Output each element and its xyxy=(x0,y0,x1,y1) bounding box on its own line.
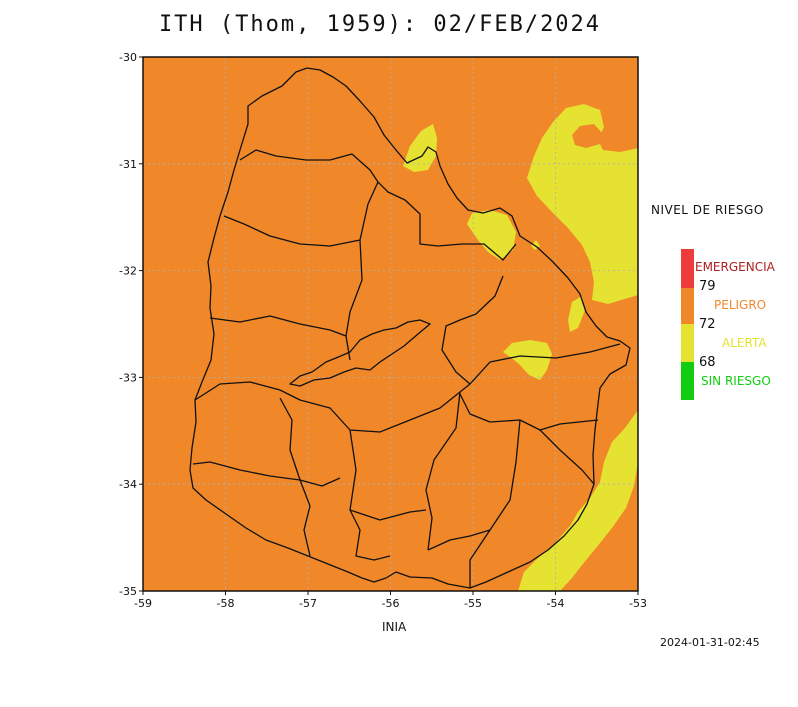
legend-label-sin-riesgo: SIN RIESGO xyxy=(701,374,771,388)
legend-swatch-peligro xyxy=(681,288,694,324)
dept-line xyxy=(469,343,621,385)
x-tick-label: -54 xyxy=(547,597,565,610)
legend-swatch-emergencia xyxy=(681,249,694,288)
y-tick-label: -31 xyxy=(119,158,137,171)
legend-label-peligro: PELIGRO xyxy=(714,298,767,312)
dept-line xyxy=(194,381,471,433)
dept-line xyxy=(469,419,521,588)
risk-field-alerta xyxy=(403,104,638,591)
dept-line xyxy=(239,149,379,183)
alert-zone-east xyxy=(527,104,638,304)
dept-line xyxy=(539,429,595,485)
x-tick-label: -55 xyxy=(464,597,482,610)
alert-zone-north xyxy=(403,124,437,172)
legend-threshold-72: 72 xyxy=(699,317,716,332)
y-tick-label: -32 xyxy=(119,265,137,278)
legend-swatch-alerta xyxy=(681,324,694,362)
x-tick-label: -56 xyxy=(382,597,400,610)
y-tick-label: -30 xyxy=(119,51,137,64)
peligro-hole-northeast xyxy=(572,124,602,148)
x-tick-label: -57 xyxy=(299,597,317,610)
alert-zone-small-2 xyxy=(568,296,585,332)
legend-swatch-sin-riesgo xyxy=(681,362,694,400)
department-boundaries xyxy=(189,67,631,589)
legend-threshold-79: 79 xyxy=(699,279,716,294)
dept-line xyxy=(279,397,311,557)
alert-zone-coast xyxy=(518,410,638,591)
dept-line xyxy=(349,509,427,521)
source-label: INIA xyxy=(382,620,407,634)
country-outline xyxy=(189,67,631,589)
rio-negro-reservoir xyxy=(289,319,431,387)
dept-line xyxy=(223,215,361,247)
y-tick-label: -34 xyxy=(119,478,137,491)
map-title: ITH (Thom, 1959): 02/FEB/2024 xyxy=(158,12,602,37)
x-tick-label: -53 xyxy=(629,597,647,610)
y-tick-label: -35 xyxy=(119,585,137,598)
y-tick-label: -33 xyxy=(119,371,137,384)
dept-line xyxy=(425,391,461,551)
dept-line xyxy=(441,275,504,385)
x-tick-label: -58 xyxy=(217,597,235,610)
timestamp-label: 2024-01-31-02:45 xyxy=(660,636,760,649)
dept-line xyxy=(427,529,491,551)
alert-zone-center-east xyxy=(503,340,552,380)
dept-line xyxy=(377,181,517,261)
dept-line xyxy=(209,315,347,337)
legend-label-alerta: ALERTA xyxy=(722,336,767,350)
dept-line xyxy=(192,461,341,487)
x-tick-label: -59 xyxy=(134,597,152,610)
alert-zone-northeast xyxy=(467,210,516,260)
legend-title: NIVEL DE RIESGO xyxy=(651,203,764,217)
dept-line xyxy=(349,429,391,561)
x-axis: -59 -58 -57 -56 -55 -54 -53 xyxy=(134,591,647,610)
y-axis: -30 -31 -32 -33 -34 -35 xyxy=(119,51,143,598)
legend-threshold-68: 68 xyxy=(699,355,716,370)
legend-label-emergencia: EMERGENCIA xyxy=(695,260,775,274)
